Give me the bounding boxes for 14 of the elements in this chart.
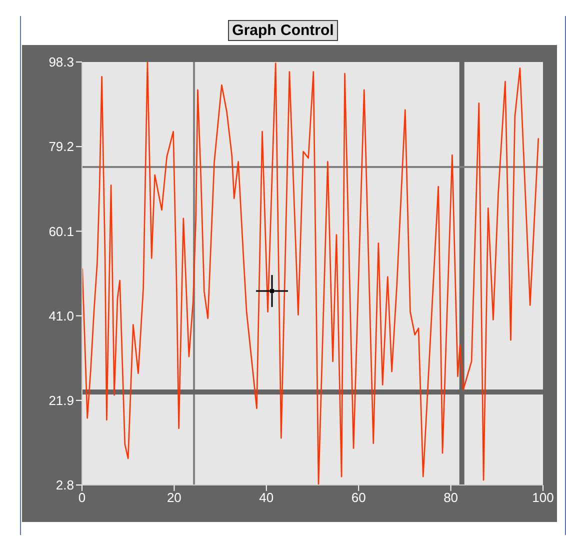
line-series: [82, 62, 540, 485]
x-tick-label: 20: [166, 490, 182, 506]
chart-title: Graph Control: [228, 20, 338, 41]
x-tick-label: 100: [532, 490, 554, 506]
x-tick-label: 80: [444, 490, 458, 506]
x-tick-label: 40: [259, 490, 274, 506]
y-tick-label: 98.3: [48, 54, 74, 70]
x-tick-label: 0: [78, 490, 86, 506]
y-tick-label: 60.1: [48, 224, 74, 239]
y-tick-label: 79.2: [48, 139, 74, 154]
y-tick-label: 41.0: [48, 308, 74, 324]
y-tick-label: 21.9: [48, 393, 74, 408]
y-tick-label: 2.8: [56, 478, 74, 493]
x-tick-label: 60: [351, 490, 366, 506]
